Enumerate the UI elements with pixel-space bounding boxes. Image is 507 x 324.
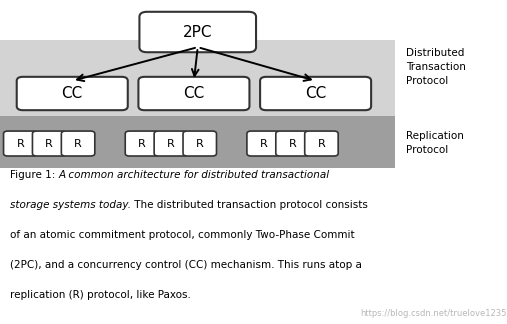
FancyBboxPatch shape xyxy=(247,131,280,156)
FancyBboxPatch shape xyxy=(17,77,128,110)
Text: The distributed transaction protocol consists: The distributed transaction protocol con… xyxy=(131,200,368,210)
FancyBboxPatch shape xyxy=(125,131,159,156)
FancyBboxPatch shape xyxy=(260,77,371,110)
FancyBboxPatch shape xyxy=(61,131,95,156)
FancyBboxPatch shape xyxy=(183,131,216,156)
FancyBboxPatch shape xyxy=(154,131,188,156)
Text: R: R xyxy=(167,139,175,148)
Bar xyxy=(0,116,395,168)
Text: R: R xyxy=(16,139,24,148)
FancyBboxPatch shape xyxy=(4,131,37,156)
Text: R: R xyxy=(196,139,204,148)
FancyBboxPatch shape xyxy=(305,131,338,156)
Text: Distributed
Transaction
Protocol: Distributed Transaction Protocol xyxy=(406,48,465,87)
Text: replication (R) protocol, like Paxos.: replication (R) protocol, like Paxos. xyxy=(10,290,191,300)
Text: R: R xyxy=(74,139,82,148)
FancyBboxPatch shape xyxy=(138,77,249,110)
Text: of an atomic commitment protocol, commonly Two-Phase Commit: of an atomic commitment protocol, common… xyxy=(10,230,355,240)
Text: 2PC: 2PC xyxy=(183,25,212,40)
Text: CC: CC xyxy=(62,86,83,101)
Text: R: R xyxy=(45,139,53,148)
Text: R: R xyxy=(288,139,297,148)
Text: storage systems today.: storage systems today. xyxy=(10,200,131,210)
Text: CC: CC xyxy=(184,86,204,101)
Text: https://blog.csdn.net/truelove12358: https://blog.csdn.net/truelove12358 xyxy=(360,308,507,318)
Text: A common architecture for distributed transactional: A common architecture for distributed tr… xyxy=(59,170,330,180)
Bar xyxy=(0,40,395,118)
FancyBboxPatch shape xyxy=(139,12,256,52)
Text: R: R xyxy=(317,139,325,148)
Text: Replication
Protocol: Replication Protocol xyxy=(406,131,463,155)
Text: Figure 1:: Figure 1: xyxy=(10,170,59,180)
FancyBboxPatch shape xyxy=(32,131,66,156)
Text: (2PC), and a concurrency control (CC) mechanism. This runs atop a: (2PC), and a concurrency control (CC) me… xyxy=(10,260,362,270)
FancyBboxPatch shape xyxy=(276,131,309,156)
Text: CC: CC xyxy=(305,86,326,101)
Text: R: R xyxy=(260,139,268,148)
Text: R: R xyxy=(138,139,146,148)
